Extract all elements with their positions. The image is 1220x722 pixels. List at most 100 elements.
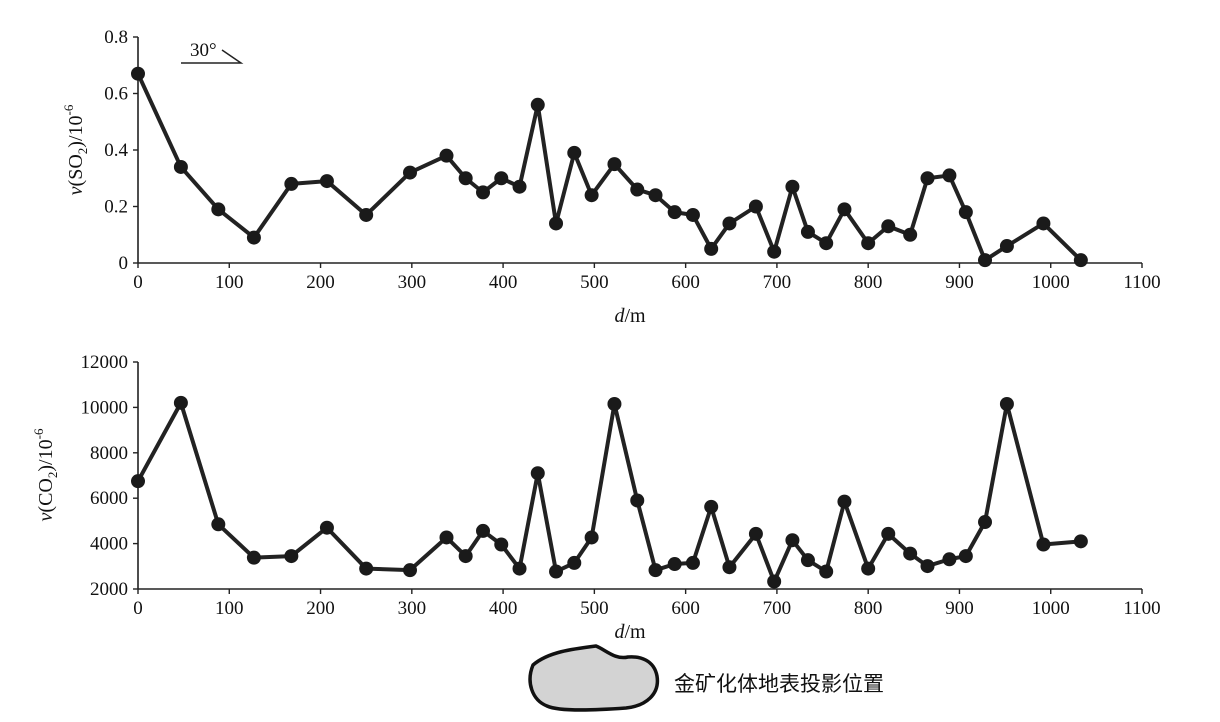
so2-x-tick-label: 900 (945, 272, 974, 293)
orebody-projection-shape (528, 644, 660, 712)
co2-data-point (958, 549, 973, 564)
so2-y-var: v (65, 186, 87, 195)
so2-data-point (476, 185, 491, 200)
so2-x-tick-label: 300 (398, 272, 427, 293)
legend-label: 金矿化体地表投影位置 (674, 672, 884, 696)
so2-data-point (284, 176, 299, 191)
co2-data-point (785, 533, 800, 548)
so2-x-tick-label: 0 (133, 272, 143, 293)
co2-data-point (211, 517, 226, 532)
so2-data-point (819, 236, 834, 251)
co2-x-ticks: 0 100 200 300 400 500 600 700 800 900 1000 1100 (133, 589, 1161, 619)
so2-data-point (978, 253, 993, 268)
co2-data-point (567, 555, 582, 570)
so2-data-point (837, 202, 852, 217)
so2-data-point (667, 205, 682, 220)
co2-x-tick-label: 400 (489, 598, 518, 619)
co2-data-point (685, 555, 700, 570)
co2-data-point (549, 564, 564, 579)
co2-x-tick-label: 100 (215, 598, 244, 619)
co2-x-tick-label: 300 (398, 598, 427, 619)
so2-x-tick-label: 600 (671, 272, 700, 293)
co2-y-exp: -6 (31, 428, 46, 439)
co2-y-rest: )/10 (35, 439, 57, 471)
so2-data-point (246, 230, 261, 245)
co2-x-tick-label: 200 (306, 598, 335, 619)
so2-data-point (584, 188, 599, 203)
so2-data-point (685, 207, 700, 222)
co2-data-point (1036, 537, 1051, 552)
so2-data-point (748, 199, 763, 214)
co2-data-point (439, 530, 454, 545)
so2-x-tick-label: 400 (489, 272, 518, 293)
co2-data-point (861, 561, 876, 576)
so2-data-point (549, 216, 564, 231)
co2-data-point (767, 574, 782, 589)
co2-x-tick-label: 0 (133, 598, 143, 619)
co2-y-tick-label: 12000 (81, 352, 129, 373)
slope-icon (181, 49, 244, 64)
co2-data-point (800, 553, 815, 568)
so2-x-unit: /m (624, 305, 646, 327)
so2-y-sub: 2 (75, 148, 90, 155)
so2-axes (137, 37, 1142, 264)
slope-annotation-text: 30° (190, 40, 217, 61)
co2-y-tick-label: 2000 (90, 579, 128, 600)
co2-x-axis-label: d/m (614, 621, 646, 643)
co2-data-point (903, 546, 918, 561)
so2-data-point (319, 174, 334, 189)
so2-data-point (767, 244, 782, 259)
co2-x-tick-label: 900 (945, 598, 974, 619)
so2-data-point (359, 207, 374, 222)
co2-chart: 0 100 200 300 400 500 600 700 800 900 1000 1100 200… (31, 352, 1161, 643)
so2-x-tick-label: 500 (580, 272, 609, 293)
so2-x-tick-label: 1000 (1032, 272, 1070, 293)
so2-data-point (530, 97, 545, 112)
co2-data-point (458, 549, 473, 564)
co2-y-tick-label: 4000 (90, 534, 128, 555)
so2-data-point (607, 157, 622, 172)
so2-x-tick-label: 700 (763, 272, 792, 293)
co2-y-tick-label: 6000 (90, 488, 128, 509)
co2-series-line (136, 400, 1082, 584)
so2-data-point (512, 179, 527, 194)
co2-x-tick-label: 700 (763, 598, 792, 619)
so2-y-axis-label: v(SO2)/10-6 (61, 104, 90, 195)
so2-data-point (1073, 253, 1088, 268)
co2-y-tick-label: 10000 (81, 397, 129, 418)
so2-data-point (800, 224, 815, 239)
so2-x-tick-label: 200 (306, 272, 335, 293)
co2-points (131, 395, 1088, 589)
so2-y-ticks: 0 0.2 0.4 0.6 0.8 (104, 27, 138, 274)
co2-y-species: (CO (35, 478, 57, 512)
co2-data-point (246, 550, 261, 565)
co2-data-point (920, 559, 935, 574)
co2-data-point (512, 561, 527, 576)
so2-y-rest: )/10 (65, 116, 87, 148)
so2-data-point (942, 168, 957, 183)
co2-y-sub: 2 (45, 472, 60, 479)
co2-data-point (630, 493, 645, 508)
co2-data-point (999, 396, 1014, 411)
so2-y-tick-label: 0 (119, 253, 129, 274)
so2-y-tick-label: 0.8 (104, 27, 128, 48)
so2-data-point (211, 202, 226, 217)
so2-y-species: (SO (65, 154, 87, 186)
so2-chart: 0 100 200 300 400 500 600 700 800 900 1000 1100 0 0.… (61, 27, 1161, 327)
so2-y-tick-label: 0.4 (104, 140, 128, 161)
co2-data-point (131, 474, 145, 489)
co2-data-point (1073, 534, 1088, 549)
co2-data-point (978, 515, 993, 530)
so2-data-point (173, 159, 188, 174)
so2-data-point (920, 171, 935, 186)
so2-data-point (439, 148, 454, 163)
so2-y-exp: -6 (61, 104, 76, 115)
so2-data-point (958, 205, 973, 220)
co2-x-tick-label: 500 (580, 598, 609, 619)
so2-x-axis-label: d/m (614, 305, 646, 327)
so2-data-point (494, 171, 509, 186)
so2-data-point (648, 188, 663, 203)
so2-x-tick-label: 800 (854, 272, 883, 293)
co2-x-tick-label: 800 (854, 598, 883, 619)
